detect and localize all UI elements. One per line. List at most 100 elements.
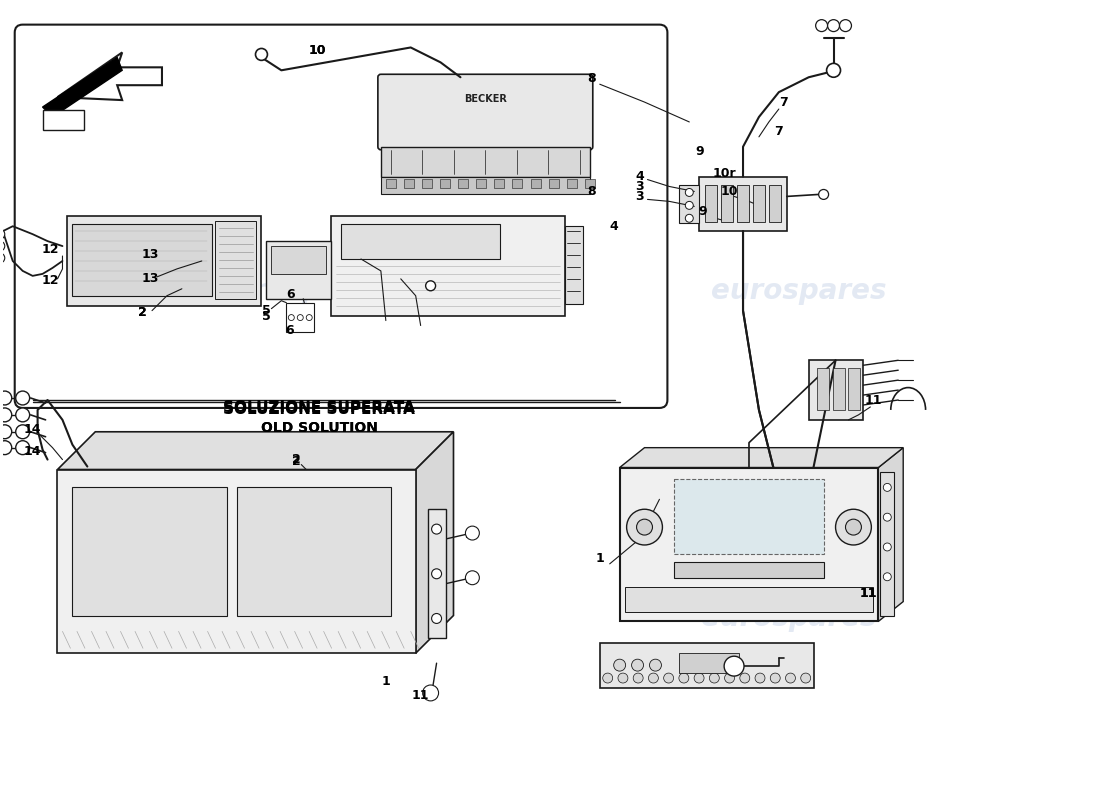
Circle shape: [826, 63, 840, 78]
Circle shape: [634, 673, 643, 683]
Bar: [422, 178, 432, 189]
Text: 12: 12: [42, 274, 59, 287]
Circle shape: [0, 229, 4, 239]
Bar: [705, 185, 717, 222]
Circle shape: [0, 425, 12, 438]
Bar: [625, 586, 873, 611]
Text: eurospares: eurospares: [158, 605, 334, 633]
Text: OLD SOLUTION: OLD SOLUTION: [261, 421, 377, 435]
Circle shape: [836, 510, 871, 545]
Bar: [214, 222, 256, 298]
Text: 8: 8: [587, 72, 596, 85]
FancyBboxPatch shape: [378, 74, 593, 150]
Circle shape: [846, 519, 861, 535]
Bar: [848, 368, 860, 410]
Bar: [674, 479, 824, 554]
Bar: [440, 178, 450, 189]
Bar: [513, 178, 522, 189]
Bar: [272, 246, 326, 274]
Text: 13: 13: [141, 247, 158, 261]
Text: 12: 12: [42, 242, 59, 255]
Bar: [680, 185, 700, 223]
Circle shape: [618, 673, 628, 683]
Circle shape: [648, 673, 659, 683]
Bar: [57, 470, 416, 654]
Text: 1: 1: [595, 552, 604, 566]
Bar: [73, 487, 227, 617]
Bar: [769, 185, 781, 222]
Bar: [737, 185, 749, 222]
Circle shape: [614, 659, 626, 671]
Bar: [386, 178, 396, 189]
Text: 3: 3: [635, 190, 643, 203]
Circle shape: [883, 514, 891, 521]
Circle shape: [603, 673, 613, 683]
Polygon shape: [416, 432, 453, 654]
Bar: [722, 185, 733, 222]
Text: 6: 6: [286, 288, 295, 302]
Bar: [808, 360, 864, 420]
Text: eurospares: eurospares: [701, 605, 877, 633]
Bar: [754, 185, 764, 222]
Circle shape: [883, 543, 891, 551]
Circle shape: [694, 673, 704, 683]
Bar: [700, 177, 786, 231]
Circle shape: [827, 20, 839, 31]
Bar: [73, 224, 211, 296]
Circle shape: [0, 391, 12, 405]
Text: 11: 11: [859, 587, 877, 600]
Text: 7: 7: [774, 126, 783, 138]
Text: 13: 13: [141, 272, 158, 286]
Bar: [549, 178, 559, 189]
Circle shape: [801, 673, 811, 683]
Bar: [286, 302, 315, 333]
Bar: [674, 562, 824, 578]
Text: 5: 5: [262, 304, 271, 317]
Circle shape: [710, 673, 719, 683]
Bar: [816, 368, 828, 410]
Bar: [880, 473, 894, 617]
Circle shape: [297, 314, 304, 321]
Circle shape: [785, 673, 795, 683]
Circle shape: [15, 425, 30, 438]
Text: 14: 14: [24, 423, 42, 436]
Circle shape: [627, 510, 662, 545]
Text: 4: 4: [609, 220, 618, 233]
Circle shape: [15, 441, 30, 454]
Text: 8: 8: [587, 185, 596, 198]
Polygon shape: [619, 448, 903, 467]
Text: SOLUZIONE SUPERATA: SOLUZIONE SUPERATA: [223, 402, 415, 418]
Circle shape: [0, 253, 4, 263]
Text: 11: 11: [859, 587, 877, 600]
Bar: [680, 654, 739, 673]
Bar: [600, 643, 814, 688]
Text: 11: 11: [865, 394, 882, 406]
Bar: [476, 178, 486, 189]
Circle shape: [883, 483, 891, 491]
Circle shape: [15, 408, 30, 422]
Bar: [331, 216, 565, 315]
Circle shape: [649, 659, 661, 671]
Circle shape: [637, 519, 652, 535]
Text: BECKER: BECKER: [464, 94, 507, 104]
Text: 9: 9: [695, 146, 704, 158]
Circle shape: [724, 656, 744, 676]
Circle shape: [685, 214, 693, 222]
Circle shape: [663, 673, 673, 683]
Circle shape: [15, 391, 30, 405]
Text: SOLUZIONE SUPERATA: SOLUZIONE SUPERATA: [223, 401, 415, 415]
Polygon shape: [878, 448, 903, 622]
Circle shape: [431, 569, 441, 578]
Bar: [43, 110, 85, 130]
Circle shape: [431, 524, 441, 534]
Circle shape: [631, 659, 644, 671]
Circle shape: [816, 20, 827, 31]
Text: 2: 2: [292, 453, 300, 466]
Circle shape: [0, 408, 12, 422]
Bar: [459, 178, 469, 189]
Text: 3: 3: [635, 180, 643, 193]
Text: 7: 7: [780, 95, 789, 109]
Text: 10r: 10r: [713, 167, 736, 180]
Text: 5: 5: [262, 310, 271, 323]
Text: 2: 2: [138, 306, 146, 319]
